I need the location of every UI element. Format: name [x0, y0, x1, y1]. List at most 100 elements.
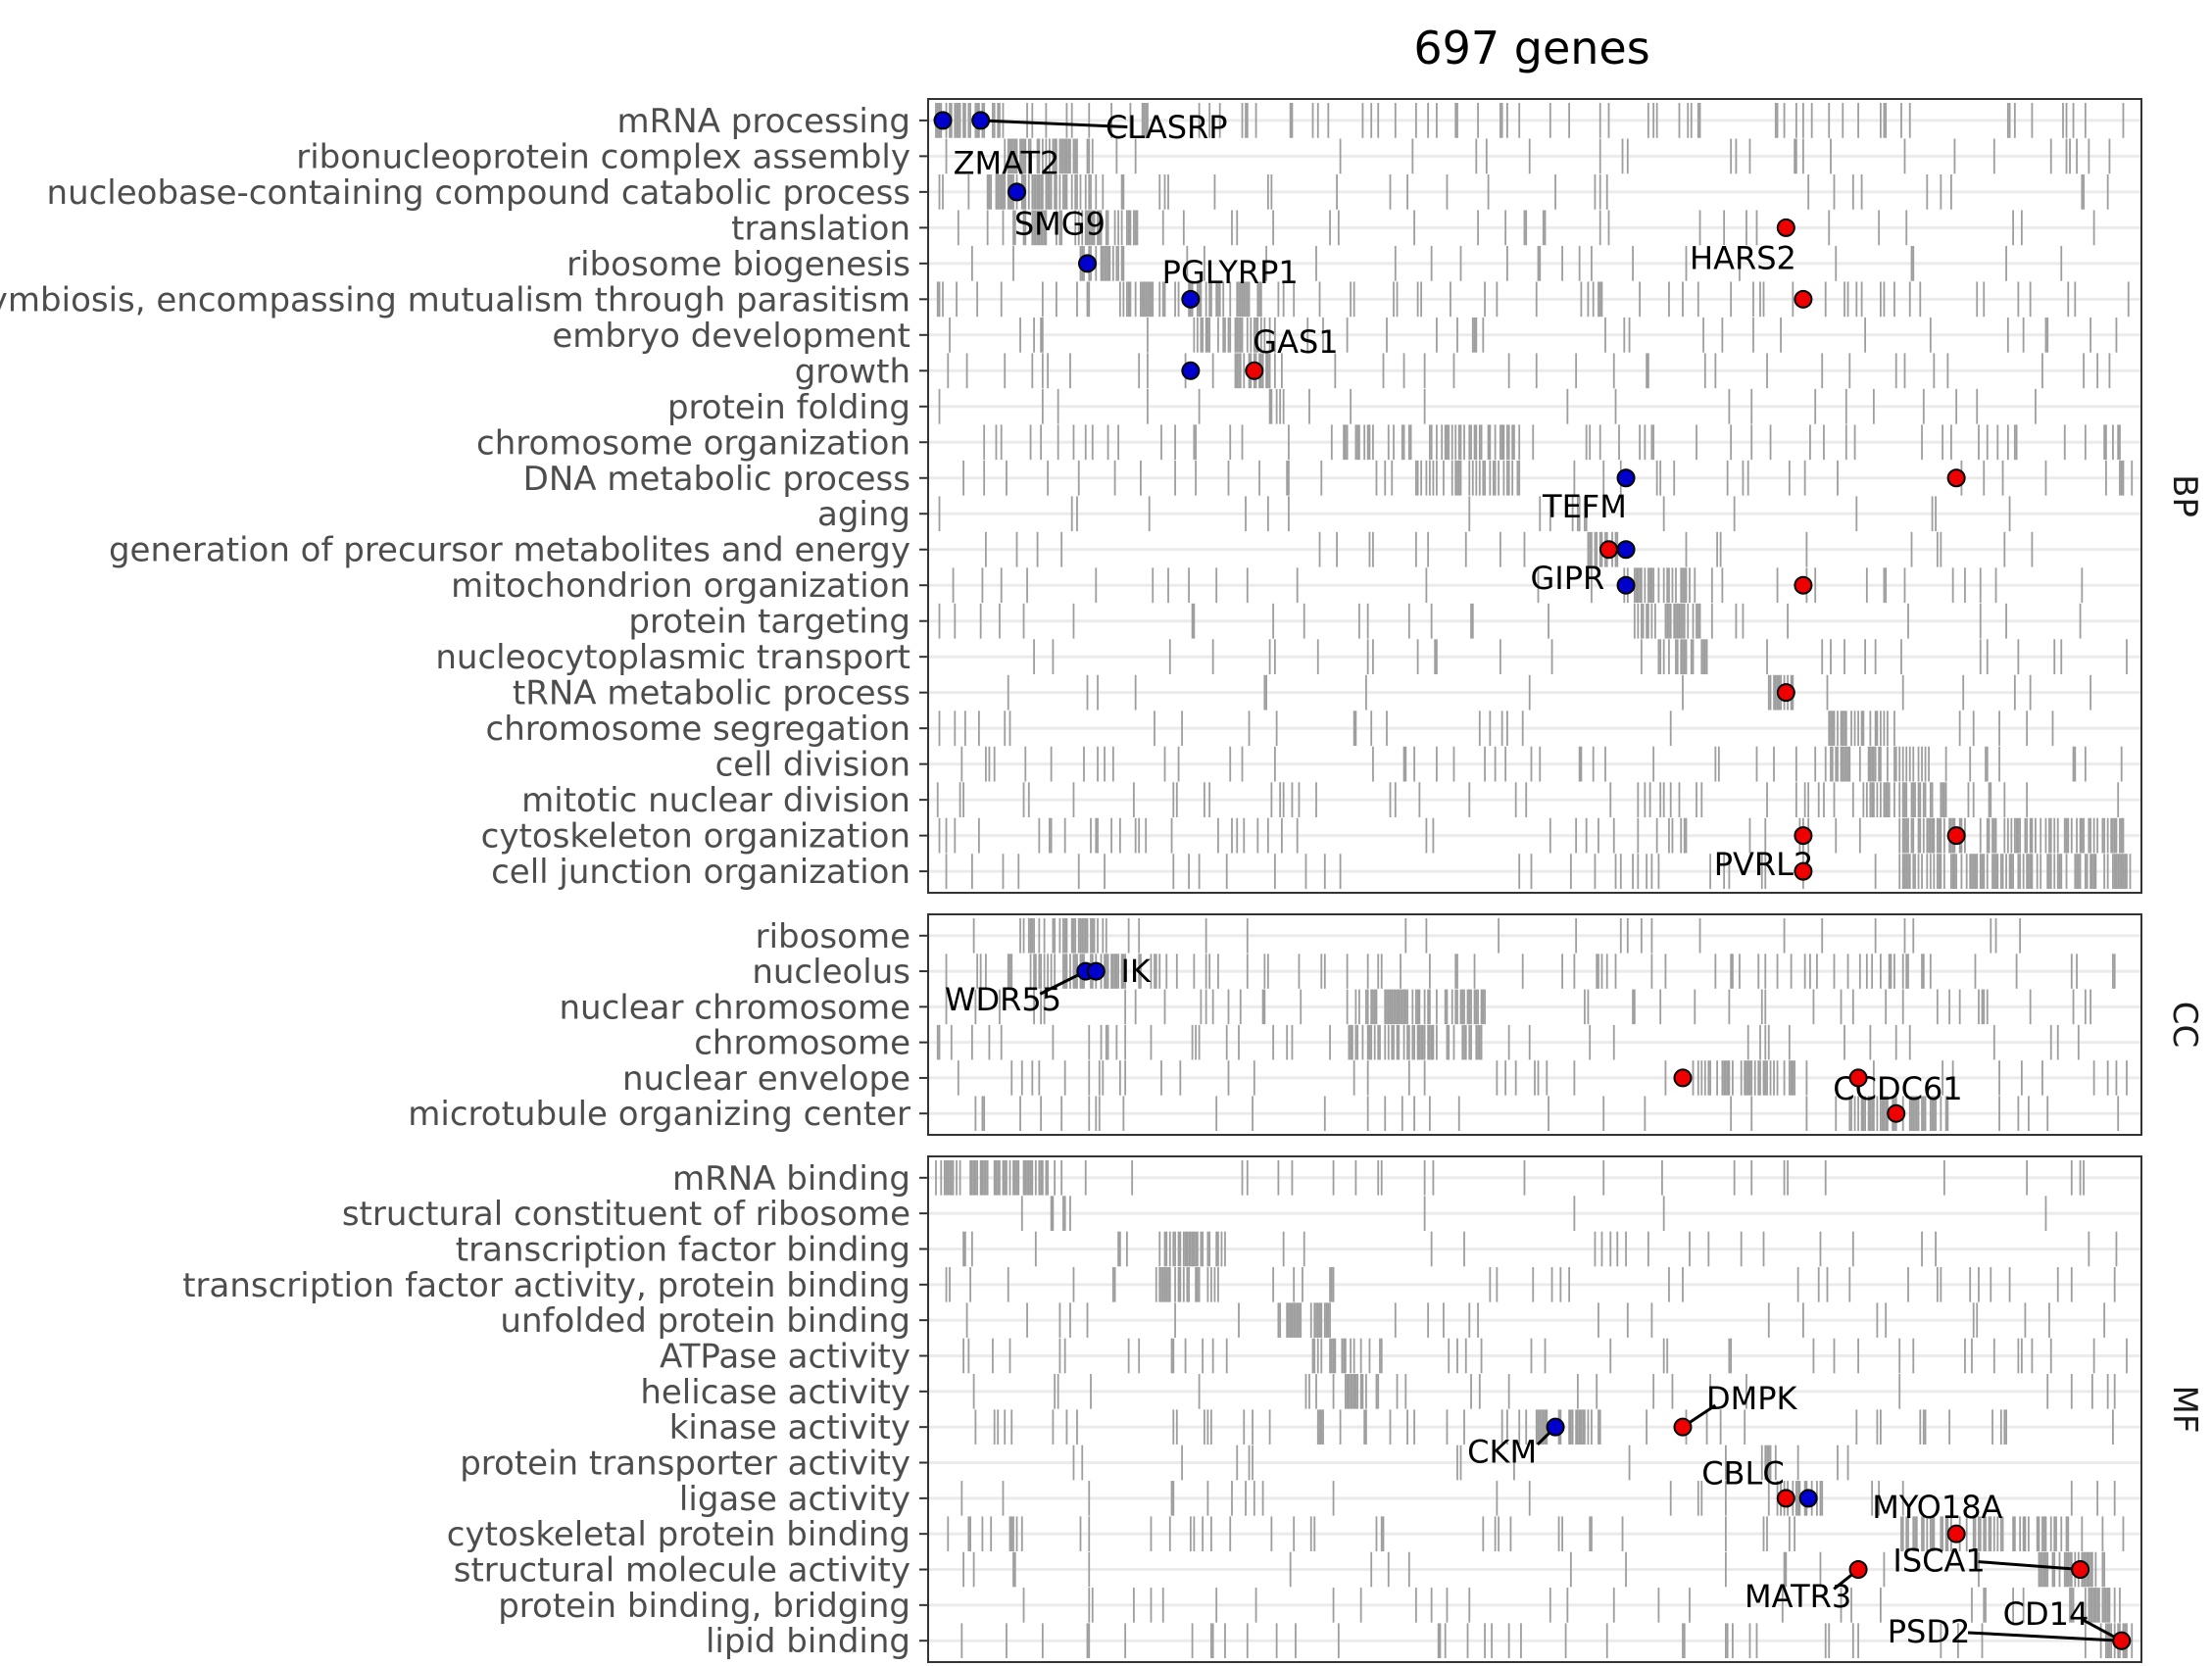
y-tick-label: generation of precursor metabolites and … — [109, 531, 910, 570]
gene-label: HARS2 — [1690, 239, 1796, 276]
facet-strip-label: CC — [2165, 1002, 2204, 1048]
y-tick-label: ribosome biogenesis — [566, 245, 910, 284]
gene-ticks — [935, 1159, 2134, 1659]
gene-label: CKM — [1467, 1434, 1537, 1471]
gene-point — [1794, 861, 1813, 881]
y-tick-label: protein binding, bridging — [498, 1587, 910, 1626]
panel-background — [928, 99, 2141, 893]
gene-point — [1887, 1103, 1906, 1123]
y-tick-label: protein folding — [667, 388, 910, 427]
panel-background — [928, 914, 2141, 1135]
gene-label: PSD2 — [1888, 1613, 1971, 1650]
y-tick-label: mitochondrion organization — [451, 566, 910, 606]
gene-point — [1946, 826, 1966, 846]
gene-point — [1181, 361, 1201, 380]
gene-point — [1616, 540, 1636, 560]
gene-label: GAS1 — [1253, 323, 1338, 361]
y-tick-label: growth — [795, 352, 910, 391]
gene-point — [1794, 826, 1813, 846]
gene-point — [1673, 1417, 1693, 1437]
y-tick-label: cytoskeletal protein binding — [447, 1515, 910, 1554]
y-tick-label: ligase activity — [679, 1480, 910, 1519]
gene-point — [1008, 182, 1027, 202]
gene-point — [1776, 218, 1795, 237]
gene-point — [1181, 289, 1201, 309]
gene-point — [1794, 289, 1813, 309]
gene-label-leader — [1978, 1560, 2081, 1572]
gene-point — [1946, 1524, 1966, 1544]
gene-point — [1776, 1489, 1795, 1508]
y-tick-label: chromosome — [694, 1024, 910, 1063]
y-tick-label: symbiosis, encompassing mutualism throug… — [0, 280, 910, 319]
highlighted-genes: CKM DMPK CBLC MYO18A MATR3 ISCA1 CD14 PSD2 — [1467, 1380, 2132, 1650]
y-tick-label: tRNA metabolic process — [513, 674, 910, 713]
gene-point — [1848, 1560, 1868, 1580]
gene-label: MYO18A — [1872, 1489, 2002, 1526]
y-tick-label: aging — [817, 495, 910, 534]
y-tick-label: transcription factor binding — [456, 1230, 910, 1269]
gene-point — [1616, 468, 1636, 488]
panel-border — [927, 98, 2142, 894]
gene-label: ZMAT2 — [954, 145, 1060, 182]
gene-point — [2071, 1560, 2090, 1580]
gene-point — [1673, 1068, 1693, 1088]
y-tick-label: structural constituent of ribosome — [342, 1195, 910, 1234]
y-tick-label: nucleolus — [752, 953, 910, 992]
y-tick-label: nuclear chromosome — [559, 988, 910, 1027]
y-tick-label: microtubule organizing center — [408, 1095, 910, 1134]
gene-point — [1086, 961, 1106, 981]
y-tick-label: structural molecule activity — [454, 1551, 910, 1591]
gene-point — [971, 111, 991, 130]
y-tick-label: protein targeting — [628, 603, 910, 642]
facet-strip-label: MF — [2165, 1386, 2204, 1434]
gene-label: IK — [1120, 953, 1151, 990]
y-tick-label: chromosome segregation — [486, 710, 910, 749]
y-tick-label: ATPase activity — [660, 1337, 910, 1376]
panel-border — [927, 913, 2142, 1136]
y-tick-label: nucleocytoplasmic transport — [435, 638, 910, 677]
gene-label: ISCA1 — [1892, 1542, 1985, 1579]
y-tick-label: ribonucleoprotein complex assembly — [296, 137, 910, 176]
y-tick-label: translation — [731, 209, 910, 248]
gene-label: PGLYRP1 — [1162, 254, 1299, 291]
gene-label: CLASRP — [1106, 109, 1228, 146]
panel-background — [928, 1156, 2141, 1662]
highlighted-genes: CLASRPZMAT2SMG9PGLYRP1GAS1HARS2TEFMGIPRP… — [933, 109, 1966, 883]
gene-label: TEFM — [1542, 488, 1627, 525]
gene-point — [1798, 1489, 1818, 1508]
gene-label: MATR3 — [1745, 1578, 1851, 1615]
y-tick-label: nuclear envelope — [622, 1059, 910, 1099]
gene-point — [933, 111, 953, 130]
y-tick-label: lipid binding — [706, 1622, 910, 1661]
gene-label-leader — [1967, 1631, 2122, 1642]
gene-point — [1776, 683, 1795, 703]
y-tick-label: protein transporter activity — [460, 1445, 910, 1484]
gene-point — [1616, 575, 1636, 595]
y-tick-label: nucleobase-containing compound catabolic… — [47, 173, 910, 213]
gene-point — [1078, 254, 1098, 273]
facet-strip-label: BP — [2165, 474, 2204, 517]
gene-point — [1245, 361, 1264, 380]
panel-border — [927, 1155, 2142, 1663]
gene-point — [1794, 575, 1813, 595]
gene-label: CD14 — [2003, 1595, 2089, 1633]
y-tick-label: helicase activity — [640, 1373, 910, 1412]
gene-point — [1598, 540, 1618, 560]
gene-point — [1546, 1417, 1565, 1437]
gene-ticks — [935, 103, 2134, 889]
gene-label: SMG9 — [1014, 206, 1106, 243]
gene-point — [1946, 468, 1966, 488]
y-tick-label: transcription factor activity, protein b… — [182, 1266, 910, 1305]
gene-label: WDR55 — [945, 981, 1061, 1018]
y-tick-label: mitotic nuclear division — [521, 781, 910, 820]
y-tick-label: mRNA binding — [672, 1159, 910, 1199]
gene-label: DMPK — [1706, 1380, 1798, 1417]
gene-point — [1848, 1068, 1868, 1088]
y-tick-label: cell division — [715, 746, 910, 785]
gene-label: CBLC — [1701, 1454, 1784, 1492]
y-tick-label: DNA metabolic process — [523, 460, 910, 499]
